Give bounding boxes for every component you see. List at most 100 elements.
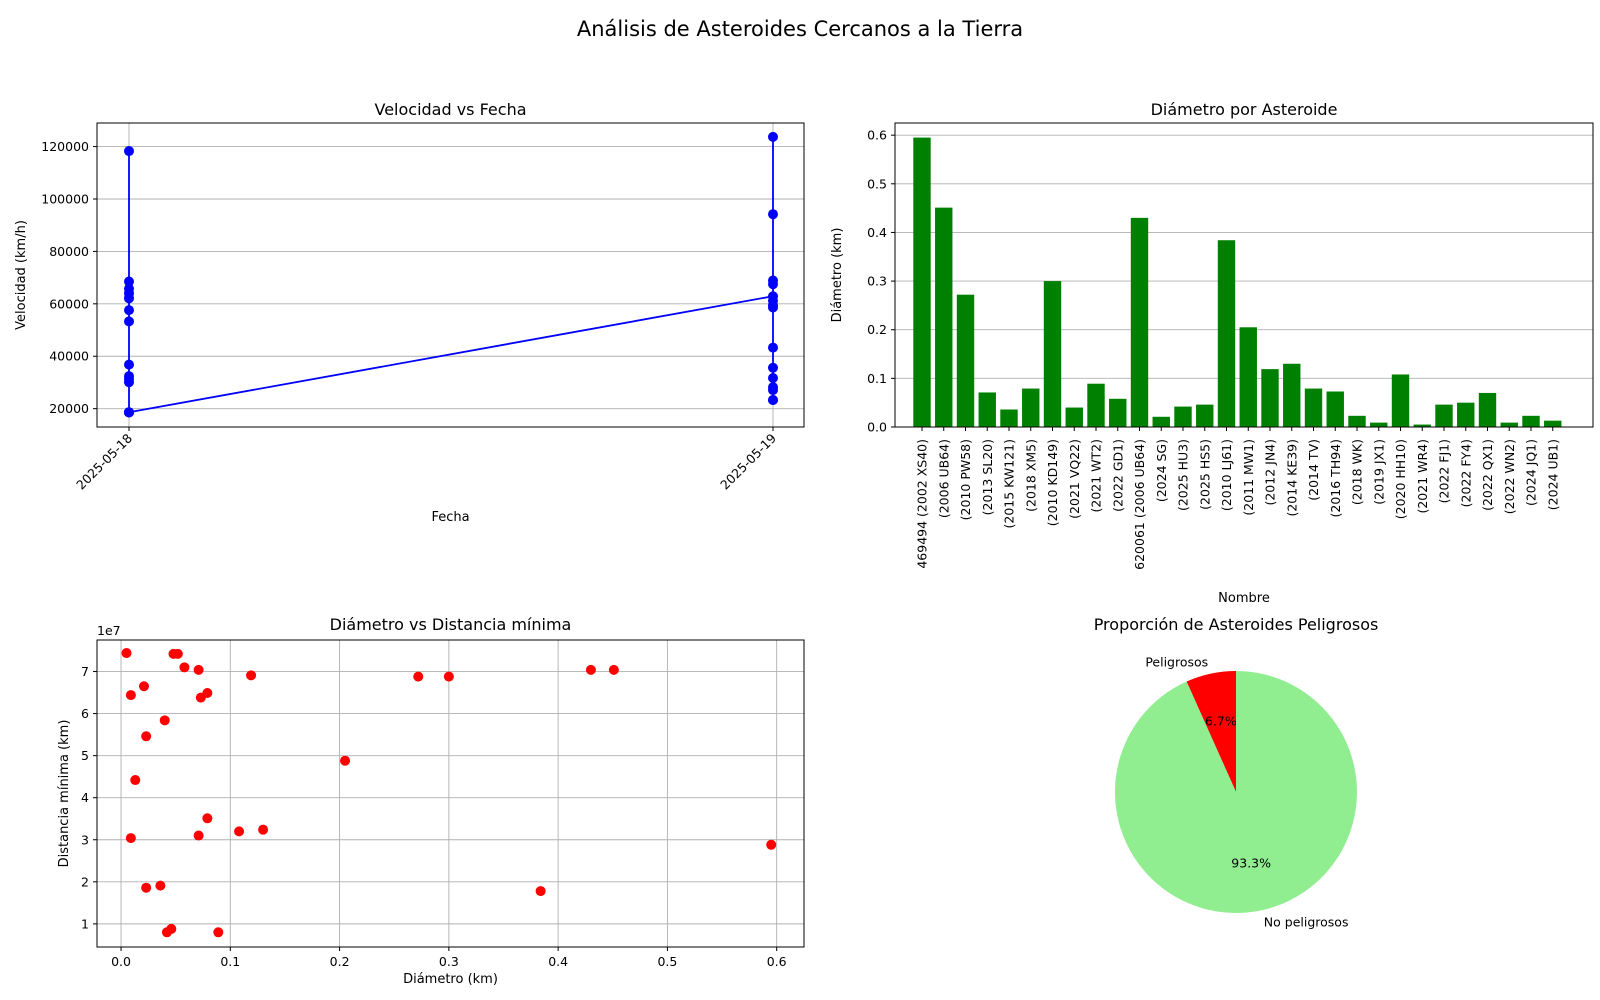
bar: [1196, 404, 1214, 427]
data-point: [340, 755, 351, 766]
data-point: [766, 839, 777, 850]
bar: [935, 207, 953, 427]
x-axis-label: Diámetro (km): [403, 972, 498, 987]
x-tick-label: (2022 QX1): [1480, 439, 1495, 511]
y-tick-label: 4: [81, 790, 89, 805]
x-tick-label: 0.5: [657, 954, 677, 969]
x-tick-label: 2025-05-18: [73, 430, 135, 492]
bar: [1326, 391, 1344, 427]
bar: [1261, 369, 1279, 427]
x-tick-label: (2006 UB64): [936, 439, 951, 518]
panel-title: Velocidad vs Fecha: [374, 100, 526, 119]
bar: [1239, 327, 1257, 427]
data-point: [258, 824, 269, 835]
data-point: [125, 833, 136, 844]
x-tick-label: (2020 HH10): [1393, 439, 1408, 519]
diameter-distance-scatter: 0.0 0.1 0.2 0.3 0.4 0.5 0.6 1 2 3 4 5 6 7 1e7 Diámetro …: [57, 615, 805, 987]
y-tick-label: 80000: [49, 244, 89, 259]
bar: [956, 294, 975, 427]
data-point: [768, 342, 778, 353]
data-point: [768, 131, 778, 142]
y-tick-label: 120000: [41, 139, 89, 154]
x-tick-label: (2014 KE39): [1284, 439, 1299, 517]
bar: [1000, 409, 1018, 427]
bar: [913, 137, 931, 428]
x-tick-label: (2025 HU3): [1176, 439, 1191, 511]
bar: [1065, 407, 1083, 427]
x-tick-label: 0.0: [111, 954, 131, 969]
y-tick-label: 0.3: [867, 274, 887, 289]
x-tick-label: 620061 (2006 UB64): [1132, 439, 1147, 570]
data-point: [130, 775, 141, 786]
data-point: [124, 359, 134, 370]
x-tick-label: 0.1: [220, 954, 240, 969]
x-tick-label: (2018 WK): [1350, 439, 1365, 505]
pie-slice: [1114, 671, 1357, 913]
y-tick-label: 0.6: [867, 128, 887, 143]
data-point: [608, 664, 619, 675]
x-tick-label: 2025-05-19: [717, 430, 779, 492]
data-point: [768, 385, 778, 396]
bar: [1544, 420, 1562, 427]
velocity-line-chart: 20000 40000 60000 80000 100000 120000 2025-05-…: [14, 100, 805, 525]
panel-title: Proporción de Asteroides Peligrosos: [1094, 615, 1379, 634]
data-point: [124, 377, 134, 388]
hazard-pie-chart: Proporción de Asteroides Peligrosos Pelig…: [1094, 615, 1379, 930]
y-tick-label: 20000: [49, 401, 89, 416]
data-point: [768, 372, 778, 383]
data-point: [125, 690, 136, 701]
figure-title: Análisis de Asteroides Cercanos a la Tie…: [577, 17, 1023, 41]
x-tick-label: (2021 WR4): [1415, 439, 1430, 514]
x-tick-label: 0.6: [767, 954, 787, 969]
x-tick-label: 0.2: [330, 954, 350, 969]
bar: [1413, 424, 1431, 427]
bar: [1522, 415, 1540, 427]
y-tick-label: 6: [81, 706, 89, 721]
data-point: [161, 927, 172, 938]
data-point: [124, 276, 134, 287]
y-tick-label: 7: [81, 664, 89, 679]
x-axis-label: Nombre: [1218, 591, 1270, 606]
data-point: [159, 715, 170, 726]
x-tick-label: (2022 WN2): [1502, 439, 1517, 514]
x-tick-label: (2015 KW121): [1002, 439, 1017, 529]
data-point: [138, 681, 149, 692]
y-tick-label: 0.2: [867, 322, 887, 337]
bar: [978, 392, 996, 427]
x-tick-label: (2010 KD149): [1045, 439, 1060, 526]
bar: [1348, 415, 1366, 427]
plot-frame: [894, 122, 1594, 428]
pie-slice: [1186, 671, 1236, 792]
x-tick-label: 469494 (2002 XS40): [915, 439, 930, 569]
data-point: [195, 692, 206, 703]
bar: [1457, 402, 1475, 427]
data-point: [172, 648, 183, 659]
data-point: [768, 362, 778, 373]
pie-label: No peligrosos: [1264, 915, 1349, 930]
bar: [1043, 281, 1062, 427]
y-offset-label: 1e7: [97, 623, 121, 638]
diameter-bar-chart: 0.0 0.1 0.2 0.3 0.4 0.5 0.6 469494 (2002 XS40) (…: [830, 100, 1594, 606]
panel-title: Diámetro por Asteroide: [1151, 100, 1338, 119]
data-point: [234, 826, 245, 837]
data-point: [535, 886, 546, 897]
x-tick-label: (2024 UB1): [1545, 439, 1560, 510]
data-point: [141, 882, 152, 893]
bar: [1087, 383, 1105, 427]
x-tick-label: (2010 PW58): [958, 439, 973, 520]
bar: [1370, 422, 1388, 427]
plot-frame: [96, 122, 805, 428]
x-tick-label: (2012 JN4): [1263, 439, 1278, 506]
y-tick-label: 0.5: [867, 176, 887, 191]
data-point: [202, 813, 213, 824]
data-point: [193, 664, 204, 675]
x-tick-label: (2022 GD1): [1110, 439, 1125, 512]
x-axis-label: Fecha: [431, 510, 469, 525]
x-tick-label: (2021 VQ22): [1067, 439, 1082, 519]
x-tick-label: (2024 SG): [1154, 439, 1169, 502]
x-tick-label: (2021 WT2): [1089, 439, 1104, 513]
x-tick-label: (2010 LJ61): [1219, 439, 1234, 511]
bar: [1022, 388, 1040, 427]
data-point: [443, 671, 454, 682]
bar: [1283, 363, 1301, 427]
